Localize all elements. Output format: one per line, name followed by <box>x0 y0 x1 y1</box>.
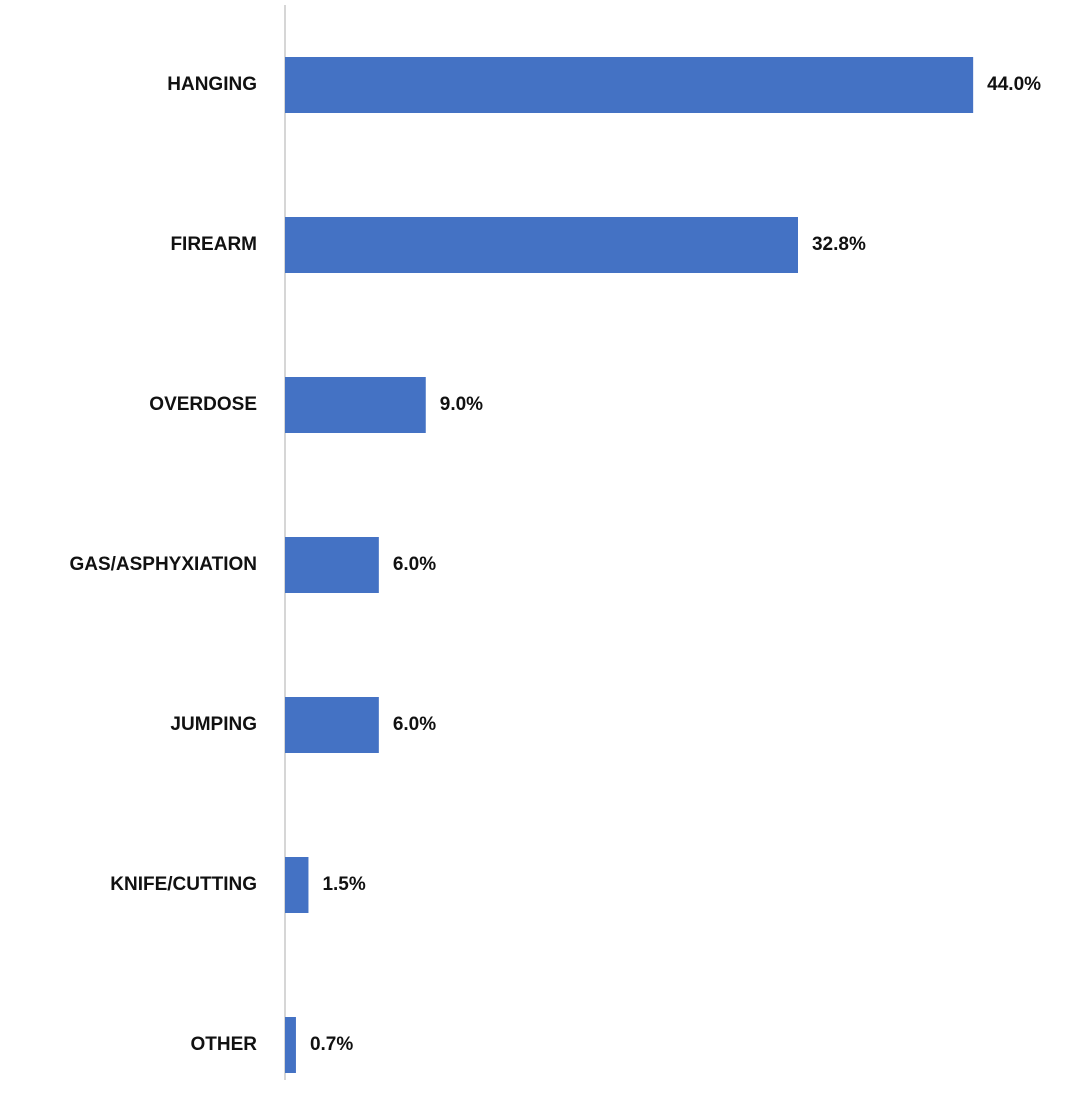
category-label: OTHER <box>191 1034 258 1055</box>
value-label: 9.0% <box>440 394 483 415</box>
bar <box>285 377 426 433</box>
bar <box>285 57 974 113</box>
bar <box>285 697 379 753</box>
category-label: GAS/ASPHYXIATION <box>69 554 257 575</box>
value-label: 6.0% <box>393 554 436 575</box>
category-label: JUMPING <box>170 714 257 735</box>
category-label: FIREARM <box>170 234 257 255</box>
value-label: 44.0% <box>987 74 1041 95</box>
bar <box>285 217 798 273</box>
value-label: 0.7% <box>310 1034 353 1055</box>
category-label: OVERDOSE <box>149 394 257 415</box>
category-label: HANGING <box>167 74 257 95</box>
bar <box>285 537 379 593</box>
value-label: 32.8% <box>812 234 866 255</box>
value-label: 6.0% <box>393 714 436 735</box>
bar <box>285 857 309 913</box>
category-label: KNIFE/CUTTING <box>110 874 257 895</box>
value-label: 1.5% <box>322 874 365 895</box>
bar <box>285 1017 296 1073</box>
